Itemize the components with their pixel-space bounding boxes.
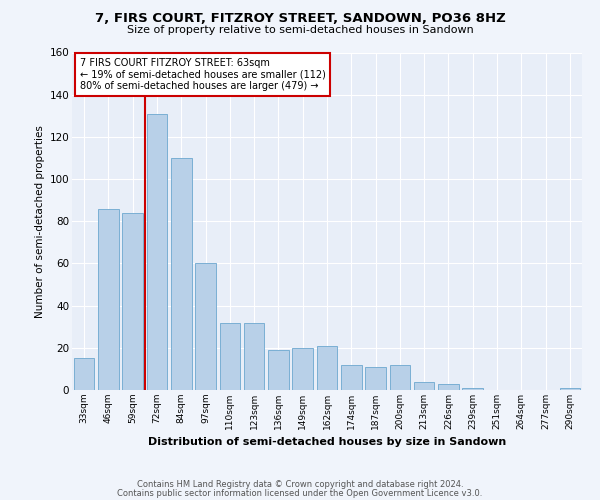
Text: Size of property relative to semi-detached houses in Sandown: Size of property relative to semi-detach…: [127, 25, 473, 35]
Bar: [317, 346, 337, 390]
Bar: [171, 158, 191, 390]
Bar: [341, 364, 362, 390]
Bar: [98, 208, 119, 390]
Bar: [74, 358, 94, 390]
Bar: [195, 264, 216, 390]
Bar: [438, 384, 459, 390]
Bar: [463, 388, 483, 390]
Bar: [220, 322, 240, 390]
Text: 7 FIRS COURT FITZROY STREET: 63sqm
← 19% of semi-detached houses are smaller (11: 7 FIRS COURT FITZROY STREET: 63sqm ← 19%…: [80, 58, 326, 91]
Bar: [560, 388, 580, 390]
Text: Contains public sector information licensed under the Open Government Licence v3: Contains public sector information licen…: [118, 488, 482, 498]
Bar: [389, 364, 410, 390]
Bar: [414, 382, 434, 390]
Y-axis label: Number of semi-detached properties: Number of semi-detached properties: [35, 125, 46, 318]
Bar: [146, 114, 167, 390]
Bar: [268, 350, 289, 390]
X-axis label: Distribution of semi-detached houses by size in Sandown: Distribution of semi-detached houses by …: [148, 438, 506, 448]
Text: Contains HM Land Registry data © Crown copyright and database right 2024.: Contains HM Land Registry data © Crown c…: [137, 480, 463, 489]
Bar: [244, 322, 265, 390]
Bar: [292, 348, 313, 390]
Text: 7, FIRS COURT, FITZROY STREET, SANDOWN, PO36 8HZ: 7, FIRS COURT, FITZROY STREET, SANDOWN, …: [95, 12, 505, 26]
Bar: [365, 367, 386, 390]
Bar: [122, 213, 143, 390]
